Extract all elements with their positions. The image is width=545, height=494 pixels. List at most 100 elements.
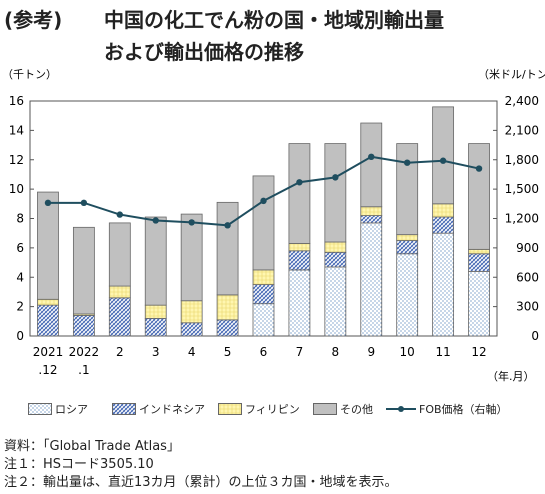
bar-other (396, 143, 419, 236)
fob-point (224, 222, 231, 229)
bar-russia (360, 222, 383, 337)
legend-item-other: その他 (313, 401, 373, 417)
fob-point (44, 199, 52, 207)
fob-point (260, 197, 267, 205)
x-tick-label: 4 (188, 345, 196, 359)
bar-philippines (432, 203, 455, 218)
fob-point (403, 159, 411, 166)
legend-swatch-other (313, 403, 337, 415)
bar-philippines (396, 234, 419, 241)
bar-indonesia (324, 251, 347, 268)
legend-item-indonesia: インドネシア (112, 401, 205, 417)
bar-other (288, 143, 311, 244)
bar-indonesia (108, 297, 131, 337)
y-tick-label: 0 (16, 329, 24, 343)
chart-title: 中国の化工でん粉の国・地域別輸出量 (104, 8, 444, 32)
y2-tick-label: 600 (516, 270, 539, 284)
fob-point (116, 211, 124, 218)
bar-philippines (216, 294, 239, 321)
bar-other (72, 226, 95, 315)
chart-subtitle: および輸出価格の推移 (104, 40, 304, 64)
bar-other (108, 222, 131, 287)
bar-indonesia (72, 315, 95, 337)
bar-indonesia (216, 319, 239, 337)
legend: ロシア インドネシア フィリピン その他 FOB価格（右軸） (28, 401, 538, 421)
x-tick-label: 12 (471, 345, 486, 359)
bar-philippines (180, 300, 203, 324)
x-tick-label: 7 (296, 345, 304, 359)
bar-russia (252, 303, 275, 337)
y2-tick-label: 0 (531, 329, 539, 343)
y2-tick-label: 1,800 (505, 153, 539, 167)
legend-swatch-indonesia (112, 403, 136, 415)
x-tick-label: 2021 (33, 345, 64, 359)
bar-other (468, 143, 490, 250)
x-tick-label: 6 (260, 345, 268, 359)
fob-point (439, 157, 447, 164)
legend-label-philippines: フィリピン (245, 403, 300, 416)
y2-tick-label: 1,200 (505, 212, 539, 226)
fob-point (368, 153, 375, 161)
y2-tick-label: 1,500 (505, 182, 539, 196)
y-tick-label: 8 (16, 212, 24, 226)
x-tick-label: 2 (116, 345, 124, 359)
x-axis-unit: （年.月） (487, 369, 535, 383)
y-tick-label: 12 (9, 153, 24, 167)
y-tick-label: 10 (9, 182, 24, 196)
x-tick-label: 5 (224, 345, 232, 359)
bar-indonesia (360, 215, 383, 224)
bar-russia (432, 232, 455, 337)
bar-philippines (288, 243, 311, 252)
x-tick-label: 8 (332, 345, 340, 359)
bar-russia (324, 266, 347, 337)
x-tick-label: .1 (78, 363, 89, 377)
x-tick-label: 2022 (69, 345, 100, 359)
title-prefix: (参考) (4, 8, 63, 32)
bar-other (180, 213, 203, 302)
bar-other (252, 175, 275, 271)
legend-swatch-russia (28, 403, 52, 415)
notes: 資料：「Global Trade Atlas」 注１：HSコード3505.10 … (4, 438, 398, 492)
bar-philippines (144, 304, 167, 319)
bar-other (144, 216, 167, 306)
y2-tick-label: 300 (516, 300, 539, 314)
bars (37, 106, 490, 337)
bar-indonesia (144, 317, 167, 337)
bar-other (324, 143, 347, 243)
legend-label-other: その他 (340, 403, 373, 416)
x-tick-label: 3 (152, 345, 160, 359)
y-tick-label: 2 (16, 300, 24, 314)
y2-tick-label: 2,100 (505, 123, 539, 137)
bar-indonesia (396, 240, 419, 255)
y-tick-label: 4 (16, 270, 24, 284)
bar-philippines (252, 269, 275, 285)
bar-other (37, 191, 59, 300)
bar-indonesia (180, 322, 203, 337)
y-tick-label: 6 (16, 241, 24, 255)
y2-tick-label: 2,400 (505, 94, 539, 108)
bar-philippines (324, 241, 347, 253)
bar-russia (288, 269, 311, 337)
fob-point (296, 179, 303, 186)
bar-indonesia (252, 284, 275, 305)
fob-point (152, 217, 159, 224)
left-axis-unit: （千トン） (2, 68, 57, 81)
legend-swatch-philippines (218, 403, 242, 415)
bar-philippines (37, 298, 59, 306)
x-tick-label: 11 (435, 345, 450, 359)
x-tick-label: .12 (38, 363, 57, 377)
chart: （千トン） （米ドル/トン） 0 0 2 300 4 600 6 900 8 1,200 10 1,5… (2, 68, 545, 383)
y2-tick-label: 900 (516, 241, 539, 255)
fob-point (188, 219, 195, 226)
bar-philippines (108, 285, 131, 299)
legend-item-philippines: フィリピン (218, 401, 300, 417)
bar-indonesia (432, 216, 455, 234)
bar-russia (468, 270, 490, 337)
bar-indonesia (37, 304, 59, 337)
y-tick-label: 16 (9, 94, 24, 108)
note-1: 注１：HSコード3505.10 (4, 457, 154, 472)
legend-swatch-fob (386, 406, 416, 412)
bar-indonesia (468, 253, 490, 272)
fob-price-line (44, 153, 483, 229)
